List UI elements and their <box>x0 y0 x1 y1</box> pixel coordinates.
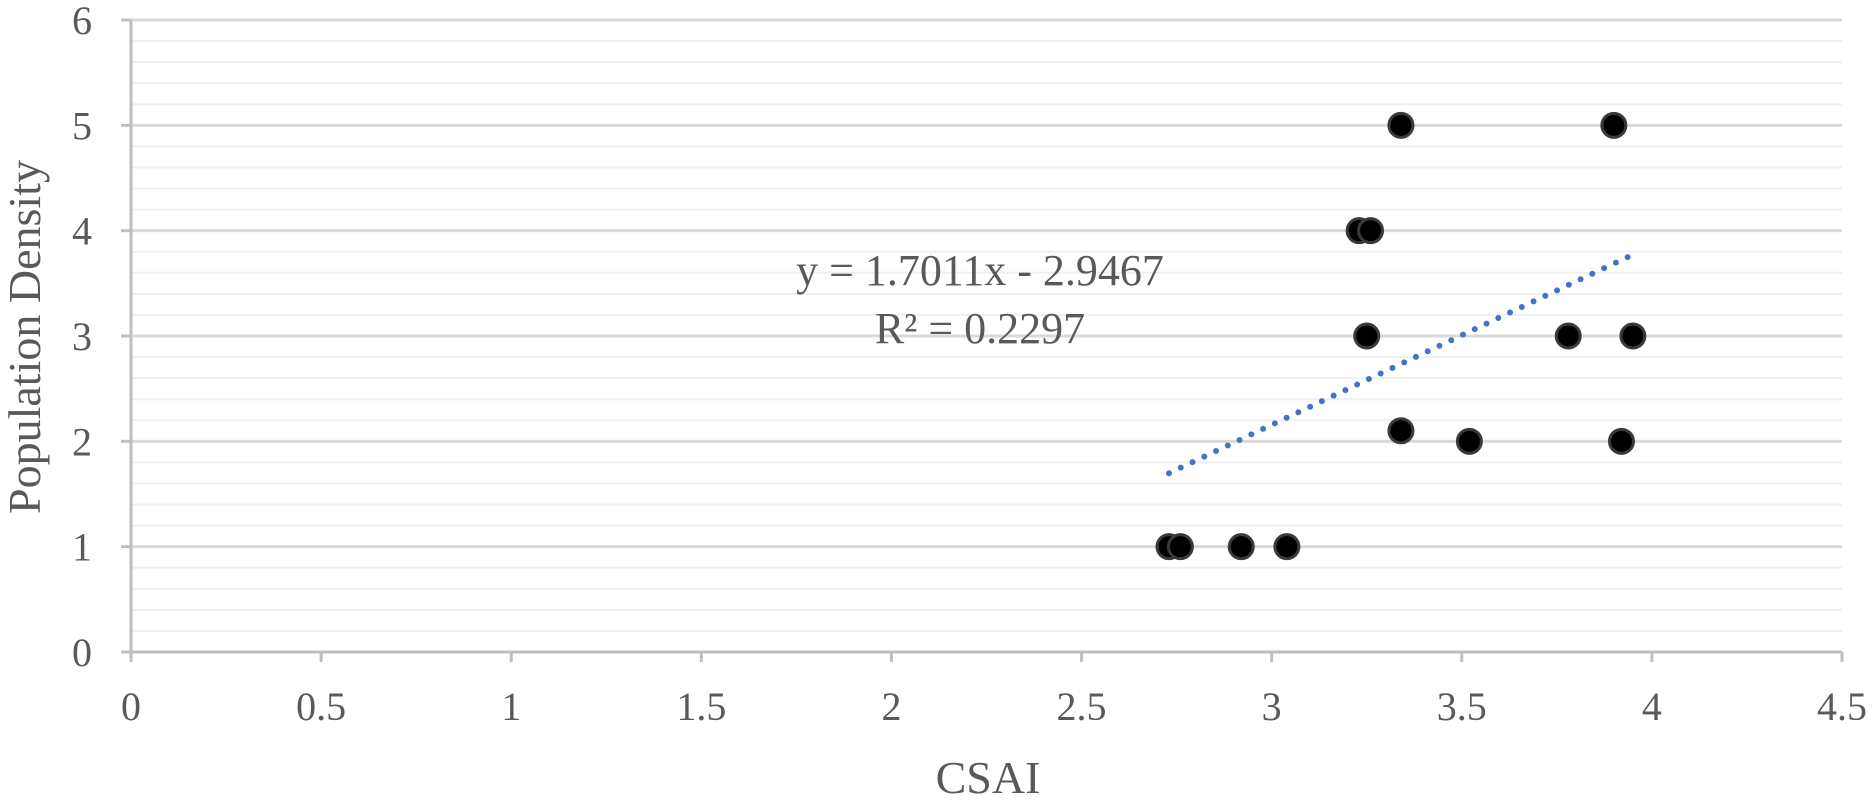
x-tick-label: 0.5 <box>296 684 346 729</box>
data-point <box>1387 111 1415 139</box>
y-tick-label: 3 <box>72 314 92 359</box>
data-point <box>1455 427 1483 455</box>
data-point <box>1554 322 1582 350</box>
data-point <box>1600 111 1628 139</box>
trendline-equation: y = 1.7011x - 2.9467 <box>796 246 1164 295</box>
major-gridlines <box>121 18 1842 654</box>
data-point <box>1607 427 1635 455</box>
x-tick-label: 3 <box>1262 684 1282 729</box>
data-point <box>1619 322 1647 350</box>
data-point <box>1273 533 1301 561</box>
y-tick-label: 6 <box>72 0 92 43</box>
trendline-r-squared: R² = 0.2297 <box>875 304 1085 353</box>
x-tick-label: 1.5 <box>676 684 726 729</box>
axes <box>129 20 1844 662</box>
x-tick-label: 2.5 <box>1057 684 1107 729</box>
x-tick-label: 1 <box>501 684 521 729</box>
y-tick-label: 2 <box>72 419 92 464</box>
x-tick-label: 2 <box>881 684 901 729</box>
x-tick-label: 0 <box>121 684 141 729</box>
x-tick-label: 3.5 <box>1437 684 1487 729</box>
y-axis-title: Population Density <box>0 160 50 514</box>
data-point <box>1353 322 1381 350</box>
data-point <box>1357 217 1385 245</box>
data-point <box>1227 533 1255 561</box>
x-tick-label: 4.5 <box>1817 684 1867 729</box>
trendline-path <box>1166 251 1636 477</box>
x-tick-label: 4 <box>1642 684 1662 729</box>
data-point <box>1387 417 1415 445</box>
y-tick-label: 5 <box>72 103 92 148</box>
y-tick-label: 4 <box>72 209 92 254</box>
y-tick-label: 0 <box>72 630 92 675</box>
data-points <box>1155 111 1647 561</box>
data-point <box>1166 533 1194 561</box>
x-axis-tick-labels: 0 0.5 1 1.5 2 2.5 3 3.5 4 4.5 <box>121 684 1867 729</box>
minor-gridlines <box>131 40 1842 632</box>
x-axis-title: CSAI <box>936 752 1041 800</box>
trendline <box>1166 251 1636 477</box>
y-axis-tick-labels: 0 1 2 3 4 5 6 <box>72 0 92 675</box>
y-tick-label: 1 <box>72 525 92 570</box>
